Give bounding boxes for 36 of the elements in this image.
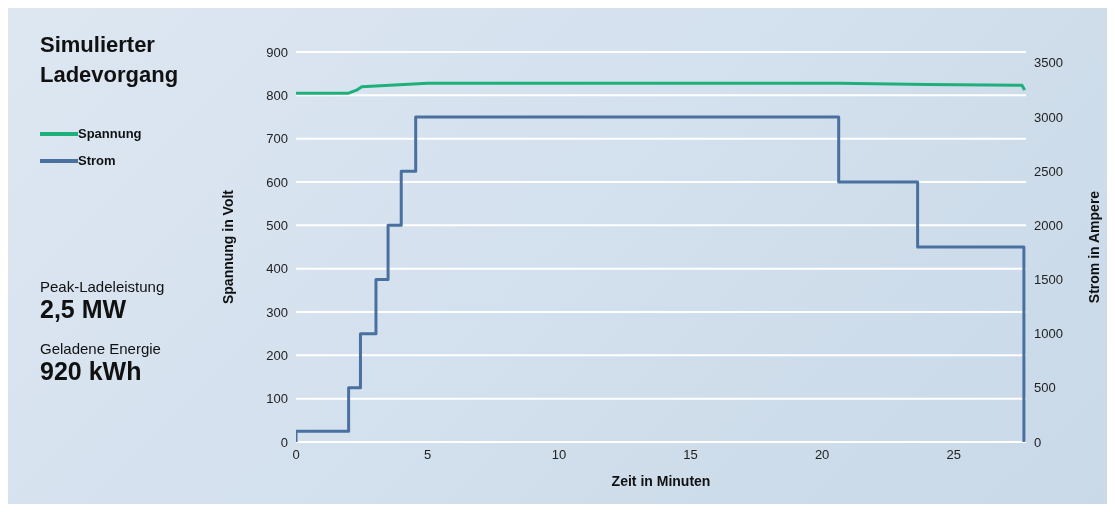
y2-tick-label: 3500 [1034,55,1063,71]
line-series [296,81,1026,95]
x-tick-label: 10 [551,447,567,463]
y-tick-label: 400 [266,261,288,277]
y2-tick-label: 2500 [1034,163,1063,179]
y2-axis-title: Strom in Ampere [1085,190,1102,304]
text: 2,5 MW [40,295,127,323]
x-tick-label: 25 [946,447,961,463]
x-tick-label: 5 [423,447,432,463]
text: Simulierter Ladevorgang [40,31,180,89]
y-tick-label: 200 [266,347,288,363]
text: Peak-Ladeleistung [40,278,165,295]
x-tick-label: 0 [292,447,300,463]
y-tick-label: 100 [266,391,288,407]
y-tick-label: 0 [280,434,288,450]
line-series [296,115,1026,442]
y2-tick-label: 2000 [1034,217,1063,233]
y2-tick-label: 500 [1034,380,1056,396]
y2-tick-label: 1500 [1034,272,1063,288]
x-tick-label: 20 [814,447,830,463]
y-tick-label: 600 [266,174,288,190]
x-tick-label: 15 [683,447,698,463]
y2-tick-label: 1000 [1034,326,1063,342]
y-tick-label: 700 [266,131,288,147]
text: 920 kWh [40,357,143,386]
y-axis-title: Spannung in Volt [219,189,236,305]
legend-label: Strom [78,153,116,168]
legend-label: Spannung [78,126,142,141]
y2-tick-label: 0 [1034,434,1042,450]
y-tick-label: 900 [266,44,288,60]
y2-tick-label: 3000 [1034,109,1063,125]
text: Geladene Energie [40,340,162,357]
y-tick-label: 800 [266,87,288,103]
y-tick-label: 500 [266,217,288,233]
x-axis-title: Zeit in Minuten [611,473,711,489]
y-tick-label: 300 [266,304,288,320]
